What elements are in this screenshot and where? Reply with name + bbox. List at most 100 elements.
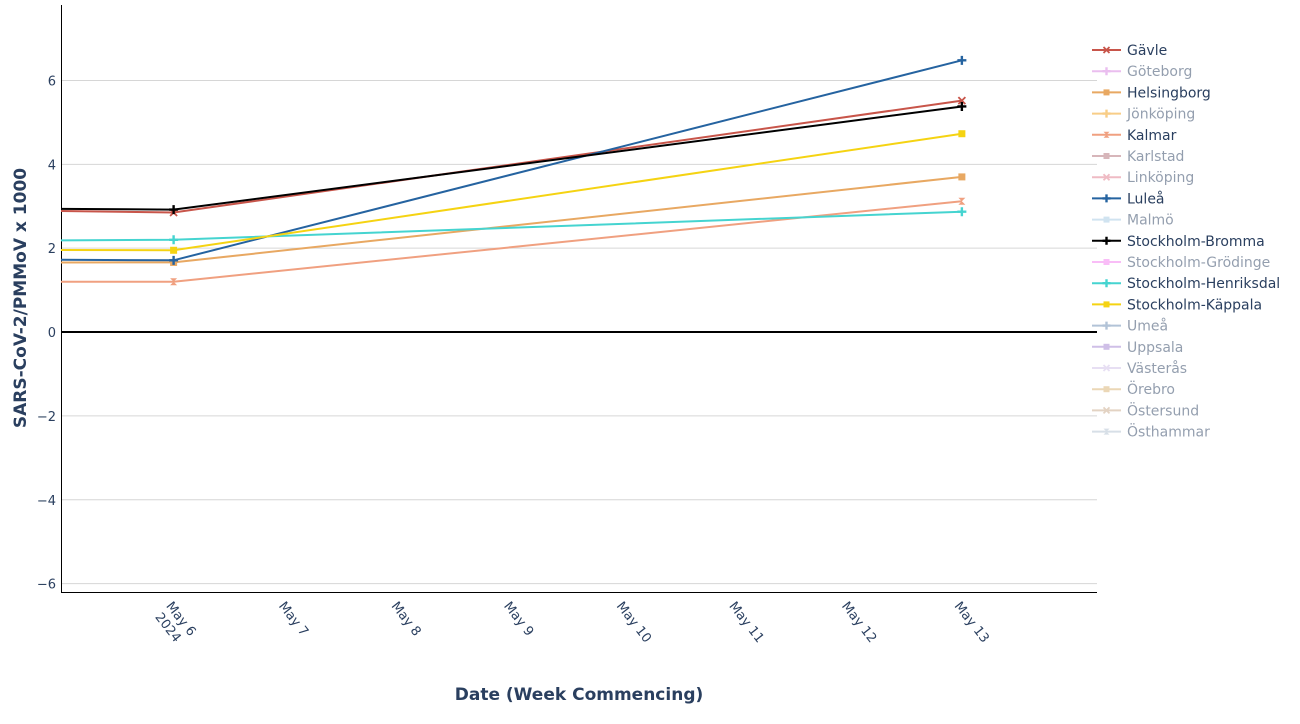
legend-item-ostersund[interactable]: Östersund <box>1092 401 1199 419</box>
series-kalmar[interactable] <box>0 197 966 286</box>
legend-marker <box>1102 279 1111 288</box>
legend-item-vasteras[interactable]: Västerås <box>1092 360 1187 377</box>
y-tick-label: −6 <box>37 578 56 593</box>
legend-marker <box>1103 343 1110 350</box>
y-tick-label: 6 <box>48 74 56 89</box>
axes <box>61 5 1097 593</box>
legend-item-linkoping[interactable]: Linköping <box>1092 170 1194 186</box>
series-stockholm-kappala[interactable] <box>0 130 966 254</box>
legend-label: Gävle <box>1127 43 1167 59</box>
legend-label: Stockholm-Henriksdal <box>1127 276 1280 292</box>
data-point <box>169 255 179 265</box>
legend-label: Helsingborg <box>1127 85 1211 101</box>
data-point <box>957 101 967 111</box>
legend-marker <box>1102 364 1111 372</box>
legend-item-helsingborg[interactable]: Helsingborg <box>1092 85 1211 101</box>
data-point <box>958 173 966 181</box>
x-tick-label: May 8 <box>388 599 424 639</box>
x-axis-title: Date (Week Commencing) <box>455 685 704 705</box>
legend-item-gavle[interactable]: Gävle <box>1092 43 1167 59</box>
legend-item-stockholm-bromma[interactable]: Stockholm-Bromma <box>1092 234 1265 250</box>
series-stockholm-henriksdal[interactable] <box>0 207 967 245</box>
legend-label: Stockholm-Grödinge <box>1127 255 1270 271</box>
legend-label: Linköping <box>1127 170 1194 186</box>
legend-marker <box>1103 89 1110 96</box>
x-tick-label: May 11 <box>726 599 767 646</box>
y-tick-label: 0 <box>48 326 56 341</box>
y-tick-label: −4 <box>37 494 56 509</box>
legend-label: Uppsala <box>1127 340 1183 356</box>
x-tick-label: May 10 <box>613 599 654 646</box>
data-point <box>169 205 179 215</box>
legend-marker <box>1103 301 1110 308</box>
legend-marker <box>1103 386 1110 393</box>
data-point <box>170 278 178 286</box>
legend-item-osthammar[interactable]: Östhammar <box>1092 423 1210 441</box>
data-point <box>170 246 178 254</box>
x-tick-label: May 7 <box>275 599 311 639</box>
legend-item-uppsala[interactable]: Uppsala <box>1092 340 1183 356</box>
legend-label: Västerås <box>1127 360 1187 377</box>
series-lulea[interactable] <box>0 55 967 265</box>
legend-marker <box>1103 259 1110 265</box>
legend-marker <box>1102 46 1111 54</box>
data-point <box>169 235 179 245</box>
x-tick-label: May 12 <box>838 599 879 646</box>
grid-lines <box>61 79 1097 585</box>
series-line <box>61 99 963 214</box>
series-gavle[interactable] <box>0 96 967 217</box>
data-point <box>958 197 966 205</box>
legend-label: Kalmar <box>1127 128 1177 144</box>
legend-item-kalmar[interactable]: Kalmar <box>1092 128 1177 144</box>
legend-marker <box>1102 109 1111 118</box>
series-line <box>61 200 963 283</box>
legend-marker <box>1102 173 1111 181</box>
legend-marker <box>1103 131 1110 138</box>
series-stockholm-bromma[interactable] <box>0 101 967 215</box>
legend-item-stockholm-henriksdal[interactable]: Stockholm-Henriksdal <box>1092 276 1280 292</box>
legend-label: Umeå <box>1127 318 1168 335</box>
x-tick-label: May 13 <box>951 599 992 646</box>
legend-marker <box>1102 194 1111 203</box>
legend-label: Luleå <box>1127 190 1165 207</box>
series-line <box>61 210 962 242</box>
legend-label: Karlstad <box>1127 149 1184 165</box>
legend-marker <box>1102 406 1111 415</box>
legend-item-lulea[interactable]: Luleå <box>1092 190 1165 207</box>
legend-item-malmo[interactable]: Malmö <box>1092 213 1174 229</box>
legend-item-karlstad[interactable]: Karlstad <box>1092 149 1184 165</box>
legend-label: Östhammar <box>1127 423 1210 441</box>
legend-label: Östersund <box>1127 401 1199 419</box>
legend-label: Göteborg <box>1127 64 1192 80</box>
legend-label: Örebro <box>1127 380 1175 398</box>
legend-item-umea[interactable]: Umeå <box>1092 318 1168 335</box>
data-point <box>957 207 967 217</box>
y-tick-label: −2 <box>37 410 56 425</box>
legend-marker <box>1102 236 1111 245</box>
legend-marker <box>1102 67 1111 76</box>
y-tick-label: 2 <box>48 242 56 257</box>
y-tick-labels: 6 4 2 0 −2 −4 −6 <box>37 74 56 592</box>
legend-item-orebro[interactable]: Örebro <box>1092 380 1175 398</box>
legend-marker <box>1103 216 1110 223</box>
plot-area[interactable] <box>0 55 967 286</box>
legend-item-stockholm-kappala[interactable]: Stockholm-Käppala <box>1092 297 1262 313</box>
legend-marker <box>1103 153 1110 159</box>
y-axis-title: SARS-CoV-2/PMMoV x 1000 <box>11 168 31 428</box>
series-helsingborg[interactable] <box>0 173 966 266</box>
series-line <box>61 59 963 262</box>
data-point <box>958 130 966 138</box>
legend-label: Jönköping <box>1126 107 1195 123</box>
legend-marker <box>1103 428 1110 435</box>
legend-label: Stockholm-Bromma <box>1127 234 1265 250</box>
legend-item-jonkoping[interactable]: Jönköping <box>1092 107 1195 123</box>
x-tick-label: May 9 <box>500 599 536 639</box>
y-tick-label: 4 <box>48 158 56 173</box>
legend[interactable]: Gävle Göteborg Helsingborg Jönköping Kalmar K… <box>1092 43 1280 441</box>
data-point <box>957 96 967 105</box>
legend-item-stockholm-grodinge[interactable]: Stockholm-Grödinge <box>1092 255 1270 271</box>
data-point <box>957 55 967 65</box>
legend-item-goteborg[interactable]: Göteborg <box>1092 64 1192 80</box>
